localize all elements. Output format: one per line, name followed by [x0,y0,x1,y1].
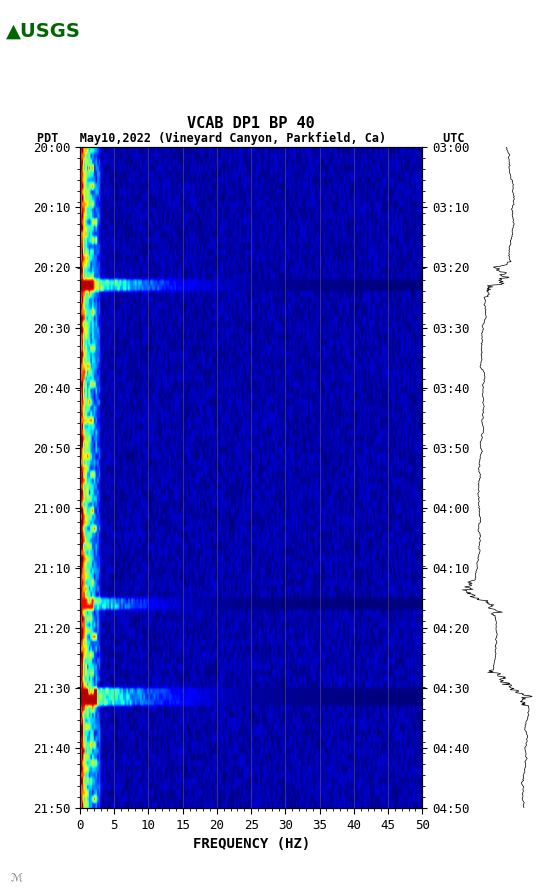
Text: PDT   May10,2022 (Vineyard Canyon, Parkfield, Ca)        UTC: PDT May10,2022 (Vineyard Canyon, Parkfie… [38,131,465,145]
Text: ℳ: ℳ [11,872,23,882]
Text: VCAB DP1 BP 40: VCAB DP1 BP 40 [187,116,315,131]
X-axis label: FREQUENCY (HZ): FREQUENCY (HZ) [193,837,310,851]
Text: ▲USGS: ▲USGS [6,21,81,41]
